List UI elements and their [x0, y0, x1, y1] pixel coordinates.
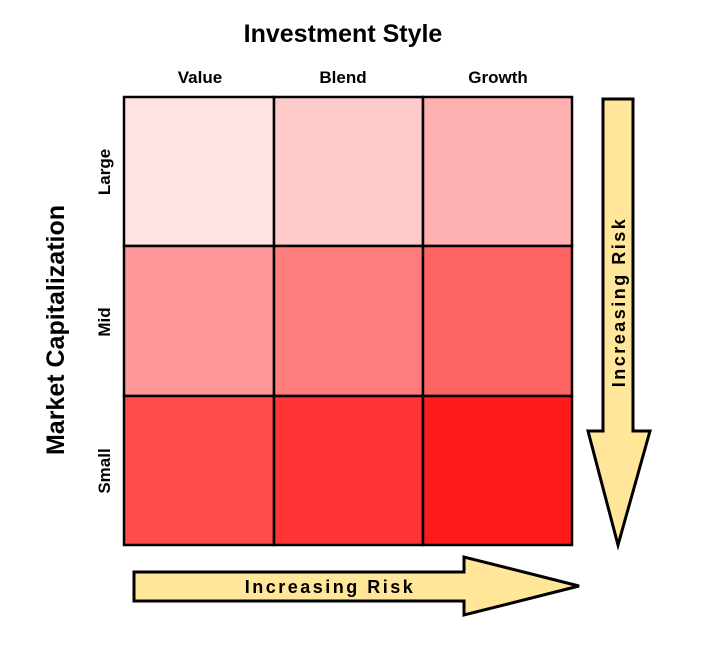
cell-small-blend — [272, 394, 425, 547]
cell-mid-growth — [421, 244, 574, 398]
column-label-growth: Growth — [468, 68, 528, 87]
vertical-arrow-label: Increasing Risk — [609, 217, 629, 388]
row-label-large: Large — [95, 149, 114, 195]
row-label-mid: Mid — [95, 307, 114, 336]
style-grid — [122, 95, 574, 547]
cell-mid-value — [122, 244, 276, 398]
column-label-value: Value — [178, 68, 222, 87]
row-label-small: Small — [95, 448, 114, 493]
cell-large-blend — [272, 95, 425, 248]
column-label-blend: Blend — [319, 68, 366, 87]
y-axis-title: Market Capitalization — [42, 205, 70, 455]
cell-small-value — [122, 394, 276, 547]
cell-small-growth — [421, 394, 574, 547]
vertical-risk-arrow — [586, 97, 652, 551]
cell-large-value — [122, 95, 276, 248]
horizontal-risk-arrow — [132, 555, 580, 617]
diagram-title: Investment Style — [244, 20, 443, 48]
cell-mid-blend — [272, 244, 425, 398]
horizontal-arrow-label: Increasing Risk — [245, 577, 416, 597]
cell-large-growth — [421, 95, 574, 248]
